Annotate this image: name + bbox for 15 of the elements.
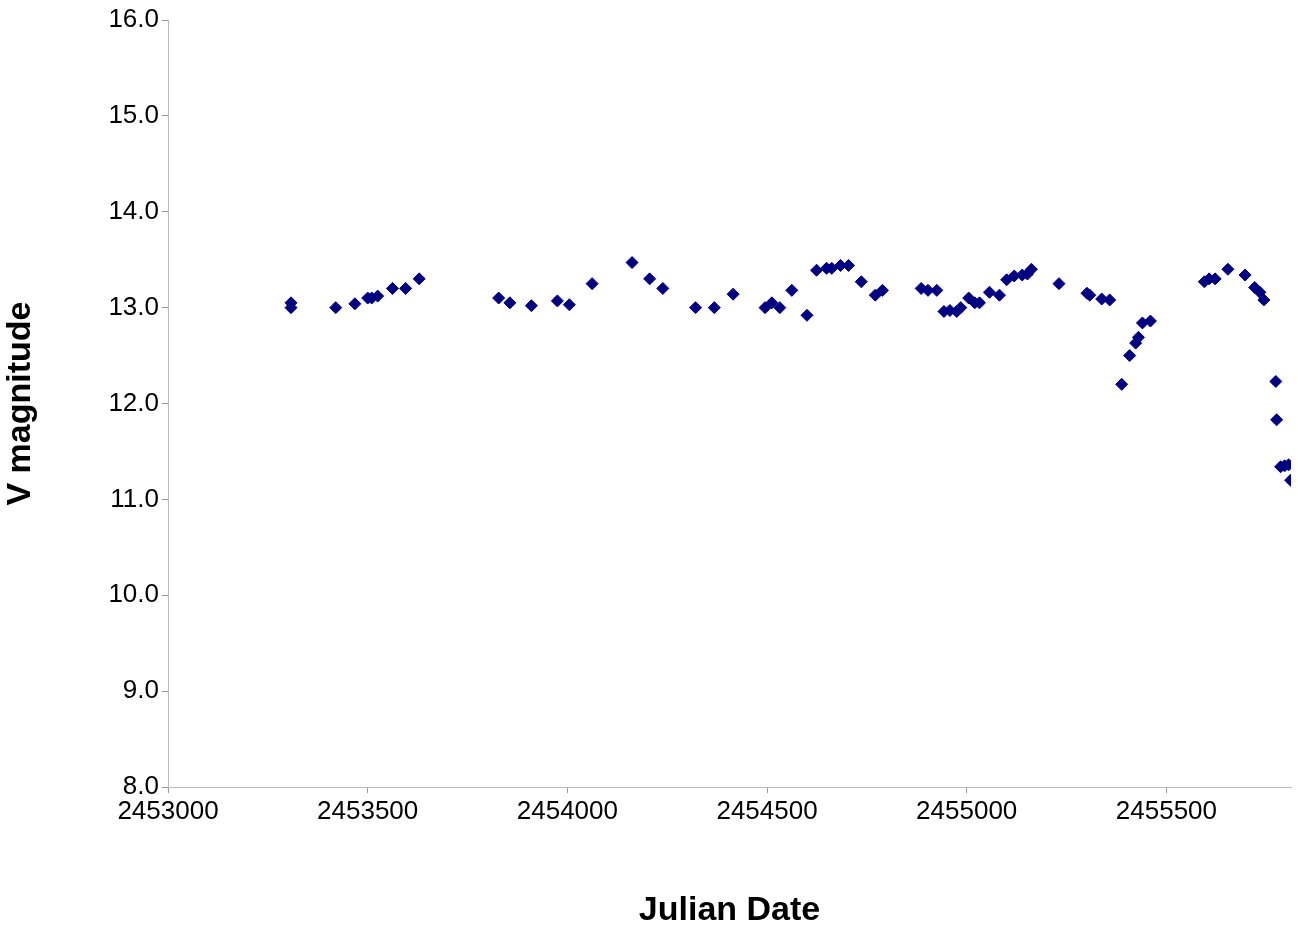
y-tick-label: 14.0 xyxy=(108,194,159,225)
y-tick-label: 13.0 xyxy=(108,290,159,321)
x-tick-label: 2453500 xyxy=(317,794,419,825)
x-tick-label: 2455000 xyxy=(916,794,1018,825)
y-tick-label: 9.0 xyxy=(122,674,159,705)
x-axis-title: Julian Date xyxy=(638,888,821,927)
x-tick-label: 2454500 xyxy=(716,794,818,825)
y-axis-title: V magnitude xyxy=(0,301,37,506)
y-tick-label: 11.0 xyxy=(110,482,159,513)
x-tick-label: 2454000 xyxy=(516,794,618,825)
y-tick-label: 16.0 xyxy=(108,3,159,34)
y-tick-label: 10.0 xyxy=(108,578,159,609)
y-tick-label: 12.0 xyxy=(108,386,159,417)
x-tick-label: 2455500 xyxy=(1115,794,1218,825)
y-tick-label: 15.0 xyxy=(108,99,159,130)
